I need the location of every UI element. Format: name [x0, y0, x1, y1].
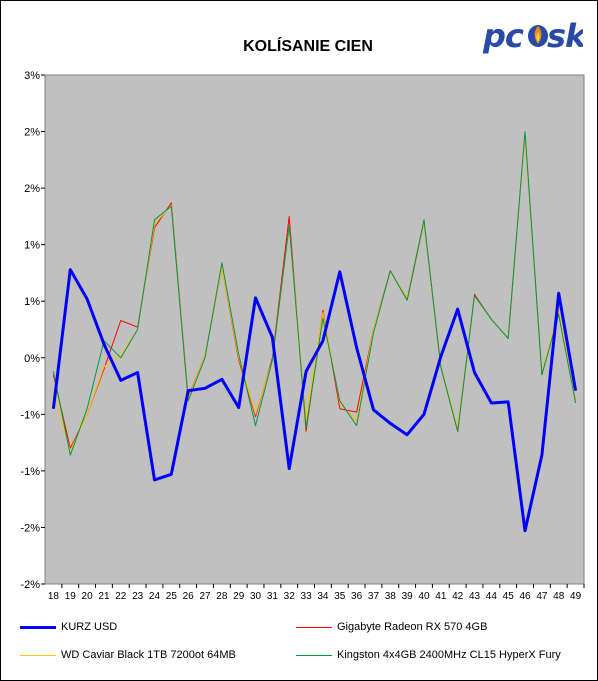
series-line-4	[52, 131, 577, 456]
y-tick-label: -2%	[20, 579, 40, 591]
svg-text:pc: pc	[482, 17, 524, 55]
x-tick-label: 33	[301, 591, 313, 602]
series-layer	[51, 131, 578, 533]
series-line-1	[51, 268, 578, 533]
chart-title: KOLÍSANIE CIEN	[243, 36, 373, 55]
legend-label: WD Caviar Black 1TB 7200ot 64MB	[61, 649, 236, 661]
pcsk-logo: pc sk	[481, 14, 589, 56]
x-tick-label: 20	[82, 591, 94, 602]
x-axis: 18 19 20 21 22 23 24 25 26 27 28 29 30 31 32 33 34 35 36 37…	[48, 584, 585, 602]
legend-label: Kingston 4x4GB 2400MHz CL15 HyperX Fury	[337, 649, 561, 661]
svg-text:sk: sk	[547, 17, 583, 55]
y-tick-label: 2%	[24, 183, 40, 195]
x-tick-label: 19	[65, 591, 77, 602]
legend-item: Gigabyte Radeon RX 570 4GB	[296, 621, 487, 633]
legend: KURZ USD Gigabyte Radeon RX 570 4GB WD Cav…	[12, 613, 584, 673]
legend-label: KURZ USD	[61, 621, 118, 633]
x-tick-label: 36	[351, 591, 363, 602]
y-tick-label: 1%	[24, 240, 40, 252]
x-tick-label: 30	[250, 591, 262, 602]
x-tick-label: 40	[418, 591, 430, 602]
legend-item: Kingston 4x4GB 2400MHz CL15 HyperX Fury	[296, 649, 561, 661]
x-tick-label: 41	[435, 591, 447, 602]
x-tick-label: 26	[183, 591, 195, 602]
x-tick-label: 32	[284, 591, 296, 602]
y-tick-label: -1%	[20, 409, 40, 421]
x-tick-label: 24	[149, 591, 161, 602]
y-tick-label: 3%	[24, 70, 40, 82]
y-tick-label: 0%	[24, 353, 40, 365]
x-tick-label: 35	[334, 591, 346, 602]
y-tick-label: 1%	[24, 296, 40, 308]
legend-swatch	[20, 654, 56, 656]
x-tick-label: 34	[317, 591, 329, 602]
x-tick-label: 29	[233, 591, 245, 602]
x-tick-label: 21	[98, 591, 110, 602]
x-tick-label: 42	[452, 591, 464, 602]
x-tick-label: 28	[216, 591, 228, 602]
y-tick-label: 2%	[24, 127, 40, 139]
x-tick-label: 31	[267, 591, 279, 602]
y-tick-label: -2%	[20, 522, 40, 534]
x-tick-label: 45	[503, 591, 515, 602]
legend-item: KURZ USD	[20, 621, 117, 633]
x-tick-label: 49	[570, 591, 582, 602]
plot-area	[44, 74, 585, 585]
x-tick-label: 38	[385, 591, 397, 602]
x-tick-label: 22	[115, 591, 127, 602]
x-tick-label: 37	[368, 591, 380, 602]
legend-item: WD Caviar Black 1TB 7200ot 64MB	[20, 649, 236, 661]
x-tick-label: 43	[469, 591, 481, 602]
y-tick-label: -1%	[20, 466, 40, 478]
x-tick-label: 44	[486, 591, 498, 602]
legend-swatch	[296, 654, 332, 656]
x-tick-label: 47	[536, 591, 548, 602]
x-tick-label: 39	[402, 591, 414, 602]
x-tick-label: 23	[132, 591, 144, 602]
x-tick-label: 46	[519, 591, 531, 602]
x-tick-label: 48	[553, 591, 565, 602]
legend-label: Gigabyte Radeon RX 570 4GB	[337, 621, 488, 633]
x-tick-label: 18	[48, 591, 60, 602]
legend-swatch	[296, 626, 332, 628]
y-axis: 3% 2% 2% 1% 1% 0% -1% -1% -2% -2%	[20, 70, 45, 591]
x-tick-label: 25	[166, 591, 178, 602]
legend-swatch	[20, 625, 56, 629]
x-tick-label: 27	[199, 591, 211, 602]
